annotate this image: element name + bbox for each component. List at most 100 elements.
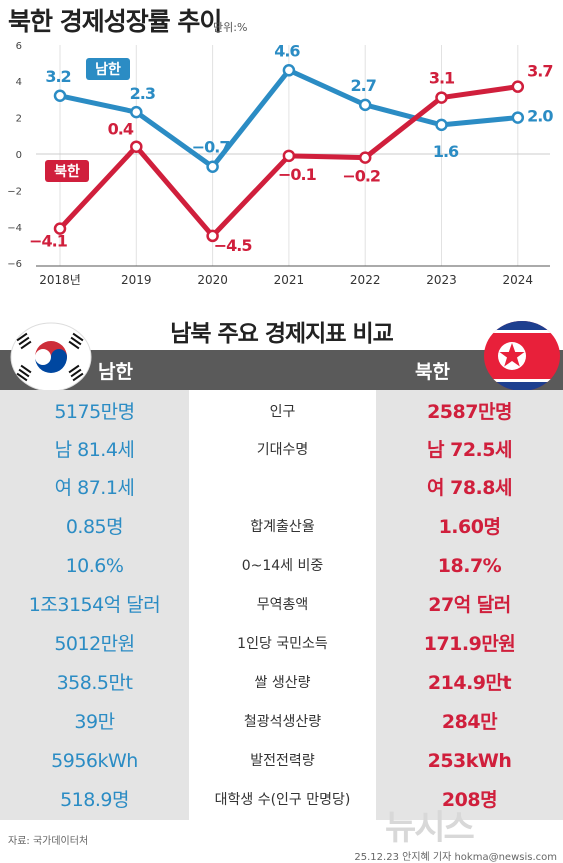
data-point: [206, 229, 219, 243]
table-row: 5175만명 인구 2587만명: [0, 393, 563, 431]
data-point: [206, 160, 219, 173]
data-point: [511, 80, 525, 93]
y-tick-label: 2: [16, 114, 22, 125]
north-value: 27억 달러: [428, 594, 511, 616]
table-row: 5012만원 1인당 국민소득 171.9만원: [0, 625, 563, 663]
north-korea-flag-icon: [484, 321, 560, 391]
north-value: 208명: [441, 789, 498, 811]
data-point: [130, 140, 143, 153]
table-row: 518.9명 대학생 수(인구 만명당) 208명: [0, 781, 563, 819]
data-label: 3.1: [429, 69, 455, 88]
south-value: 10.6%: [65, 555, 124, 577]
data-label: 4.6: [274, 41, 300, 60]
data-point: [53, 222, 67, 235]
north-value: 여 78.8세: [427, 477, 512, 499]
table-row: 358.5만t 쌀 생산량 214.9만t: [0, 664, 563, 702]
north-value: 214.9만t: [427, 672, 512, 694]
south-value: 5956kWh: [51, 750, 138, 772]
data-label: 0.4: [108, 120, 134, 139]
south-value: 518.9명: [60, 789, 129, 811]
x-tick-label: 2021: [274, 273, 305, 287]
source-note: 자료: 국가데이터처: [8, 836, 89, 847]
data-point: [358, 151, 372, 164]
x-tick-label: 2020: [197, 273, 228, 287]
indicator-label: [189, 469, 376, 507]
data-point: [282, 149, 296, 163]
north-value: 2587만명: [427, 401, 512, 423]
indicator-label: 기대수명: [256, 442, 309, 458]
watermark: 뉴시스: [385, 808, 475, 848]
y-tick-label: −6: [7, 259, 22, 270]
data-label: 1.6: [433, 142, 459, 161]
south-value: 남 81.4세: [54, 439, 135, 461]
header-band: [0, 350, 563, 390]
indicator-label: 인구: [269, 404, 296, 420]
y-tick-label: −2: [7, 186, 22, 197]
north-value: 남 72.5세: [427, 439, 512, 461]
x-tick-label: 2023: [426, 273, 457, 287]
data-point: [435, 118, 448, 132]
data-point: [130, 105, 143, 119]
indicator-label: 0~14세 비중: [241, 558, 324, 574]
data-point: [435, 91, 448, 104]
x-tick-label: 2022: [350, 273, 381, 287]
data-label: −0.1: [278, 165, 317, 184]
indicator-label: 합계출산율: [250, 519, 315, 535]
data-label: 2.0: [527, 107, 553, 126]
data-point: [53, 89, 67, 103]
header-south: 남한: [98, 361, 133, 383]
south-korea-flag-icon: [10, 322, 92, 392]
table-row: 5956kWh 발전전력량 253kWh: [0, 742, 563, 780]
table-row: 여 87.1세 여 78.8세: [0, 469, 563, 507]
comparison-title: 남북 주요 경제지표 비교: [170, 321, 394, 347]
indicator-label: 철광석생산량: [243, 714, 322, 730]
south-value: 1조3154억 달러: [28, 594, 161, 616]
south-value: 0.85명: [65, 516, 124, 538]
data-point: [511, 111, 525, 124]
x-tick-label: 2018년: [39, 273, 81, 287]
table-row: 0.85명 합계출산율 1.60명: [0, 508, 563, 546]
y-tick-label: −4: [7, 223, 22, 234]
legend-tag: [86, 58, 130, 80]
data-label: −0.2: [342, 167, 380, 186]
label-column: [189, 390, 376, 820]
south-value: 39만: [74, 711, 115, 733]
header-north: 북한: [415, 361, 450, 383]
growth-line-chart: 6 4 2 0 −2 −4 −6 2018년 2019 2020 2021 2022 2023 2024 3…: [7, 41, 554, 287]
north-value: 18.7%: [437, 555, 502, 577]
credit-note: 25.12.23 안지혜 기자 hokma@newsis.com: [354, 852, 557, 863]
data-label: 2.7: [351, 76, 376, 95]
data-label: 2.3: [130, 84, 155, 103]
north-value: 284만: [441, 711, 498, 733]
data-label: 3.7: [527, 62, 552, 81]
north-value: 253kWh: [427, 750, 512, 772]
data-label: 3.2: [45, 67, 70, 86]
indicator-label: 쌀 생산량: [254, 675, 311, 691]
legend-tag: [45, 160, 89, 182]
data-label: −4.5: [214, 236, 253, 255]
indicator-label: 대학생 수(인구 만명당): [214, 792, 351, 808]
legend-label: 남한: [95, 61, 121, 78]
south-value: 5175만명: [54, 401, 135, 423]
north-value: 171.9만원: [423, 633, 516, 655]
indicator-label: 발전전력량: [250, 753, 315, 769]
table-row: 1조3154억 달러 무역총액 27억 달러: [0, 586, 563, 624]
data-label: −4.1: [29, 232, 68, 251]
y-tick-label: 0: [16, 150, 22, 161]
unit-label: 단위:%: [213, 21, 248, 34]
indicator-label: 1인당 국민소득: [237, 636, 328, 652]
x-tick-label: 2019: [121, 273, 152, 287]
table-row: 남 81.4세 기대수명 남 72.5세: [0, 431, 563, 469]
legend-label: 북한: [54, 164, 80, 180]
south-value: 5012만원: [54, 633, 135, 655]
y-tick-label: 4: [16, 77, 22, 88]
x-tick-label: 2024: [503, 273, 534, 287]
chart-title: 북한 경제성장률 추이: [8, 7, 222, 36]
table-row: 39만 철광석생산량 284만: [0, 703, 563, 741]
indicator-label: 무역총액: [256, 597, 309, 613]
table-row: 10.6% 0~14세 비중 18.7%: [0, 547, 563, 585]
y-tick-label: 6: [16, 41, 22, 52]
south-value: 여 87.1세: [54, 477, 135, 499]
data-point: [282, 64, 296, 77]
data-point: [358, 98, 372, 112]
